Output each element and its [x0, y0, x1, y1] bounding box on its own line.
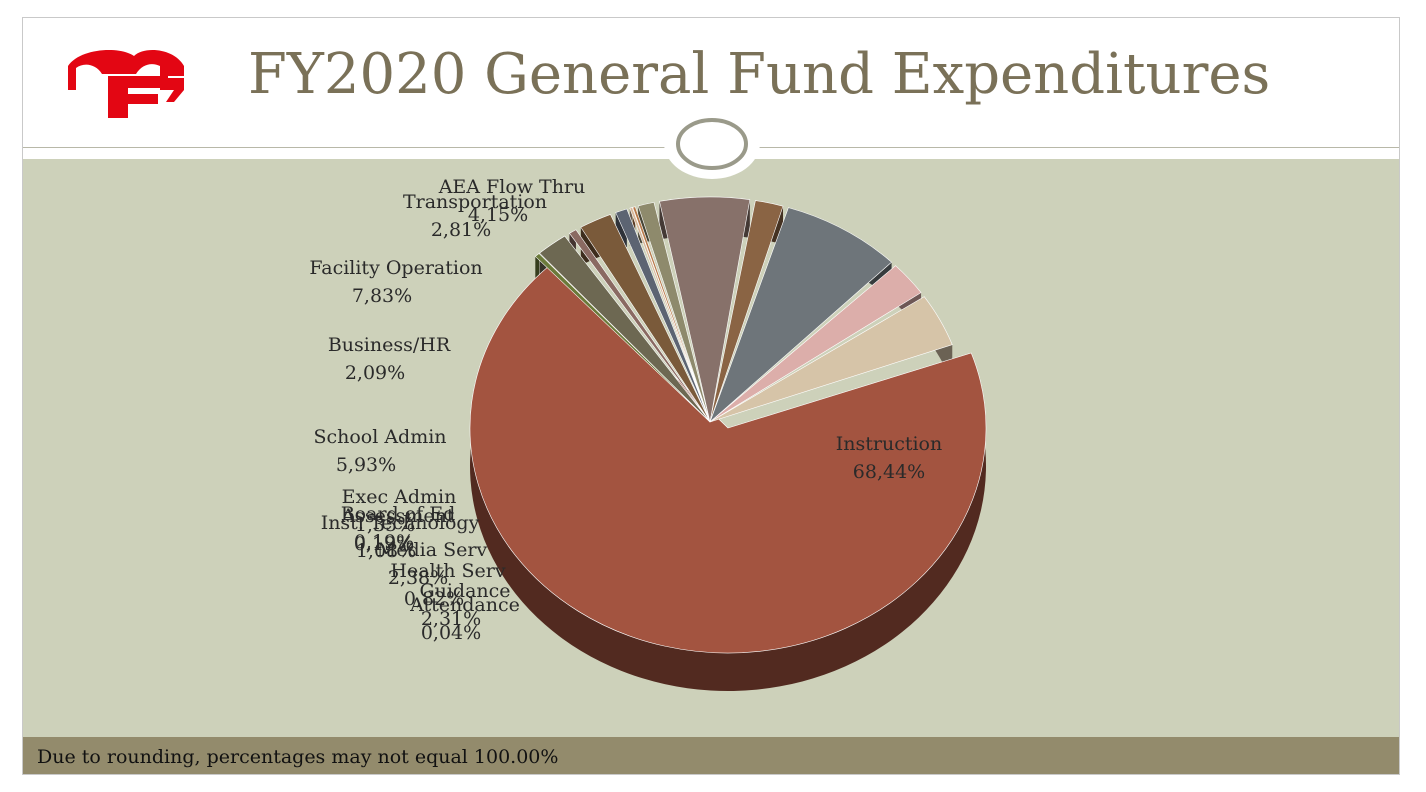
slice-percent-facility-operation: 7,83%	[352, 285, 412, 307]
slice-label-guidance: Guidance	[419, 580, 510, 602]
red-f-logo-icon	[68, 50, 184, 118]
pie-slice-attendance	[534, 253, 711, 423]
slice-label-business-hr: Business/HR	[328, 334, 451, 356]
slice-label-assessment: Assessment	[340, 505, 454, 527]
pie-slice-health-serv	[569, 229, 711, 423]
slice-percent-assessment: 0,19%	[354, 533, 414, 555]
slice-percent-transportation: 2,81%	[431, 219, 491, 241]
slice-percent-inst-technology: 1,08%	[356, 540, 416, 562]
pie-slice-assessment	[632, 206, 711, 423]
slide-title: FY2020 General Fund Expenditures	[248, 42, 1271, 107]
rounding-footnote: Due to rounding, percentages may not equ…	[37, 746, 559, 768]
pie-slice-aea-flow-thru	[709, 296, 953, 423]
slice-percent-business-hr: 2,09%	[345, 362, 405, 384]
slice-label-board-of-ed: Board of Ed	[341, 503, 456, 525]
slice-label-school-admin: School Admin	[313, 426, 446, 448]
slice-label-attendance: Attendance	[409, 594, 520, 616]
slice-percent-board-of-ed: 0,19%	[354, 531, 414, 553]
slice-label-instruction: Instruction	[836, 433, 942, 455]
slice-label-inst-technology: Inst. Technology	[321, 512, 480, 534]
slice-label-transportation: Transportation	[403, 191, 547, 213]
slice-percent-aea-flow-thru: 4,15%	[468, 204, 528, 226]
slice-percent-media-serv: 2,38%	[388, 567, 448, 589]
slice-percent-guidance: 2,31%	[421, 608, 481, 630]
pie-slice-facility-operation	[709, 207, 893, 423]
footer-bar	[23, 737, 1399, 774]
slice-label-health-serv: Health Serv	[390, 560, 505, 582]
slice-percent-attendance: 0,04%	[421, 622, 481, 644]
pie-slice-instruction	[469, 260, 987, 654]
slice-percent-instruction: 68,44%	[853, 461, 925, 483]
slice-label-exec-admin: Exec Admin	[342, 486, 457, 508]
pie-slice-guidance	[539, 235, 711, 423]
slice-label-media-serv: Media Serv	[377, 539, 488, 561]
pie-slice-transportation	[709, 265, 922, 423]
slice-percent-exec-admin: 1,35%	[355, 514, 415, 536]
slice-percent-school-admin: 5,93%	[336, 454, 396, 476]
pie-slice-media-serv	[580, 214, 711, 423]
pie-slice-inst-technology	[615, 208, 711, 423]
pie-slice-school-admin	[659, 196, 751, 423]
slice-label-facility-operation: Facility Operation	[309, 257, 482, 279]
pie-slice-board-of-ed	[629, 207, 711, 423]
pie-slice-exec-admin	[637, 202, 711, 423]
slice-percent-health-serv: 0,82%	[404, 588, 464, 610]
pie-slice-business-hr	[709, 200, 784, 423]
slice-label-aea-flow-thru: AEA Flow Thru	[438, 176, 586, 198]
divider-ornament-ring	[676, 118, 748, 170]
